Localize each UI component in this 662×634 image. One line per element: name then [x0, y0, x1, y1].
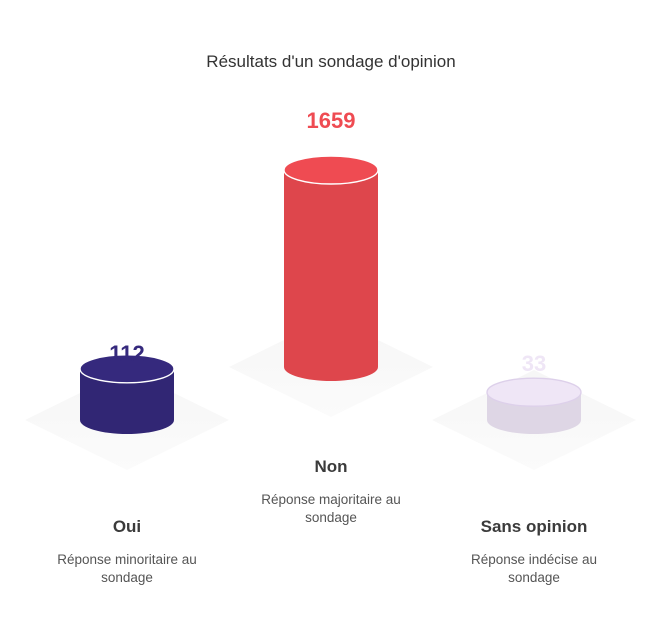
description-oui-line2: sondage: [101, 570, 153, 585]
value-label-non: 1659: [306, 108, 356, 133]
category-label-non: Non: [314, 457, 348, 476]
description-non-line2: sondage: [305, 510, 357, 525]
bar-body-0: [80, 368, 174, 434]
bar-body-1: [284, 170, 378, 381]
chart-title: Résultats d'un sondage d'opinion: [206, 52, 456, 71]
value-label-sans-opinion: 33: [521, 351, 547, 376]
description-non: Réponse majoritaire au sondage: [246, 491, 416, 527]
bar-top-2: [486, 377, 582, 407]
description-sans-opinion-line2: sondage: [508, 570, 560, 585]
category-label-sans-opinion: Sans opinion: [480, 517, 588, 536]
category-label-oui: Oui: [112, 517, 142, 536]
description-non-line1: Réponse majoritaire au: [261, 492, 401, 507]
bar-top-0: [79, 354, 175, 384]
description-sans-opinion: Réponse indécise au sondage: [449, 551, 619, 587]
description-sans-opinion-line1: Réponse indécise au: [470, 552, 598, 567]
description-oui: Réponse minoritaire au sondage: [42, 551, 212, 587]
bar-top-1: [283, 155, 379, 185]
value-label-oui: 112: [109, 341, 145, 366]
description-oui-line1: Réponse minoritaire au: [57, 552, 197, 567]
